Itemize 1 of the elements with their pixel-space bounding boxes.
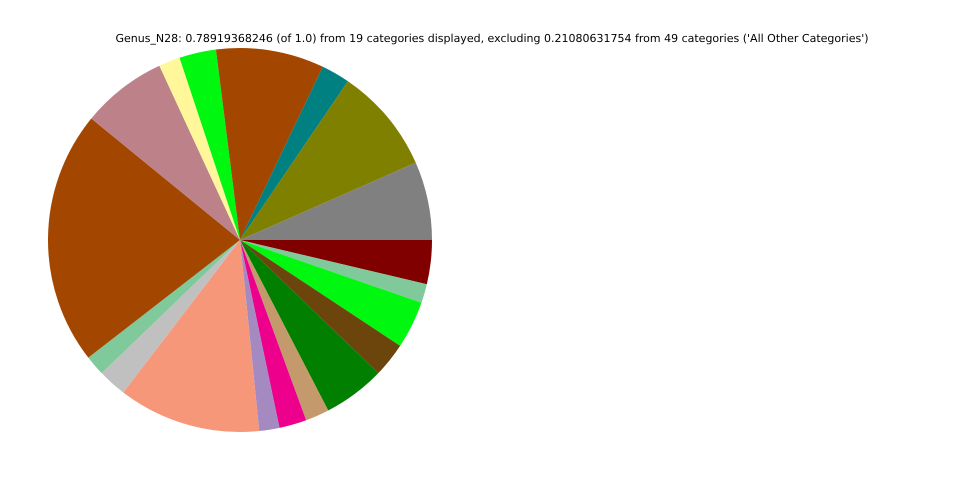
text: Genus_N28: 0.78919368246 (of 1.0) from 19 categories displayed, excluding 0.21080631754 from 49 categories ('All Other Categories') bbox=[114, 32, 870, 45]
